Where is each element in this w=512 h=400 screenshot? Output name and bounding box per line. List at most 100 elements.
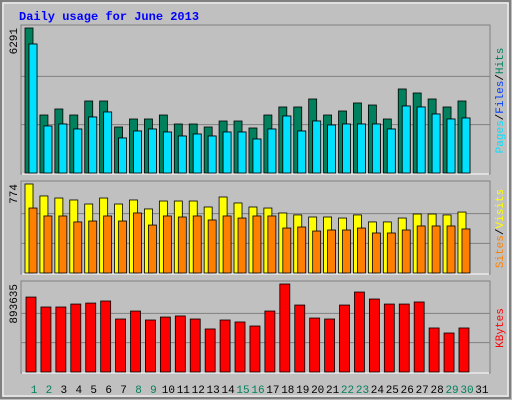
y-tick-label: 774 [9,184,21,204]
bar [192,215,202,274]
plots: 6291Pages/Files/Hits774Sites/Visits89363… [9,24,507,397]
bar [327,124,337,174]
x-tick-label: 27 [416,385,429,397]
x-tick-label: 5 [90,385,97,397]
bar [431,113,441,174]
bar [309,317,321,373]
y-tick-label: 893635 [9,284,21,324]
bar [446,225,456,274]
bar [249,325,261,373]
bar [73,128,83,174]
bar [458,327,470,373]
bar [267,215,277,274]
x-tick-label: 22 [341,385,354,397]
bar [103,111,113,174]
bar [357,123,366,174]
bar [207,135,217,174]
bar [103,215,113,274]
bar [252,215,262,274]
bar [416,225,426,274]
bar [40,306,52,373]
legend-entry: Hits [495,48,507,74]
chart-title: Daily usage for June 2013 [19,10,199,24]
outer-bevel [2,2,509,397]
bar [371,232,381,274]
x-tick-label: 3 [61,385,68,397]
bar [339,304,350,373]
x-tick-label: 16 [251,385,264,397]
legend: Pages/Files/Hits [495,48,507,154]
legend-separator: / [495,74,507,81]
bar [85,302,97,373]
bar [357,227,366,274]
bar [267,128,277,174]
bar [148,128,157,174]
x-tick-label: 30 [460,385,473,397]
bar [431,225,441,274]
bar [327,229,337,274]
bar [58,123,68,174]
x-tick-label: 6 [105,385,112,397]
bar [130,310,141,373]
bar [446,118,456,174]
legend-entry: Files [495,81,507,114]
legend-separator: / [495,228,507,235]
bar [401,229,411,274]
bar [282,115,292,174]
bar [401,105,411,174]
bar [192,133,202,174]
bar [177,135,187,174]
bar [252,138,262,174]
bar [264,310,276,373]
bar [174,315,186,373]
bar [118,137,127,174]
bar [25,296,37,373]
x-tick-label: 11 [177,385,191,397]
bar [133,130,142,174]
bar [282,227,292,274]
bar [386,232,396,274]
bar [237,217,247,274]
bar [43,215,53,274]
bar [342,123,351,174]
bar [159,316,171,373]
legend: Sites/Visits [495,189,507,268]
bar [58,215,68,274]
bar [43,125,53,174]
x-tick-label: 7 [120,385,127,397]
bar [118,220,127,274]
x-tick-label: 25 [386,385,399,397]
bar [234,321,246,373]
bar [28,43,38,174]
bar [342,229,351,274]
x-tick-label: 1 [31,385,38,397]
bar [368,298,380,373]
bar [189,318,201,373]
x-tick-label: 23 [356,385,369,397]
bar [312,120,322,174]
bar [28,207,38,274]
bar [297,226,307,274]
bar [398,303,410,373]
bar [294,304,306,373]
bar [115,318,126,373]
bar [413,301,425,373]
bar [443,332,455,373]
bar [237,131,247,174]
bar [219,319,231,373]
bar [461,117,471,174]
legend-entry: Sites [495,235,507,268]
bar [177,216,187,274]
bar [297,130,307,174]
bar [324,318,336,373]
x-tick-label: 13 [207,385,220,397]
bar [204,328,216,373]
bar [148,224,157,274]
bar [386,128,396,174]
bar [133,212,142,274]
x-tick-label: 24 [371,385,385,397]
bar [162,131,172,174]
x-tick-label: 20 [311,385,324,397]
bar [55,306,67,373]
x-tick-label: 18 [281,385,294,397]
